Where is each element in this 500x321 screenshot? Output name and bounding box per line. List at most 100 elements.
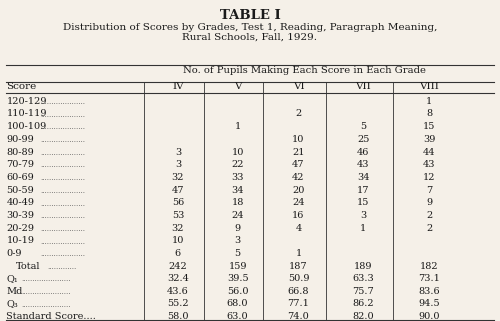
Text: 75.7: 75.7: [352, 287, 374, 296]
Text: 10: 10: [172, 237, 184, 246]
Text: 63.0: 63.0: [227, 312, 248, 321]
Text: 32: 32: [172, 173, 184, 182]
Text: 20: 20: [292, 186, 304, 195]
Text: No. of Pupils Making Each Score in Each Grade: No. of Pupils Making Each Score in Each …: [183, 66, 426, 75]
Text: 94.5: 94.5: [418, 299, 440, 308]
Text: 56.0: 56.0: [227, 287, 248, 296]
Text: 39.5: 39.5: [227, 274, 248, 283]
Text: 21: 21: [292, 148, 304, 157]
Text: 10: 10: [292, 135, 304, 144]
Text: 58.0: 58.0: [167, 312, 188, 321]
Text: 3: 3: [175, 160, 181, 169]
Text: 30-39: 30-39: [6, 211, 34, 220]
Text: 43: 43: [357, 160, 370, 169]
Text: 55.2: 55.2: [167, 299, 188, 308]
Text: ....................: ....................: [40, 123, 85, 131]
Text: 34: 34: [232, 186, 244, 195]
Text: 74.0: 74.0: [288, 312, 310, 321]
Text: 4: 4: [296, 224, 302, 233]
Text: 66.8: 66.8: [288, 287, 309, 296]
Text: 77.1: 77.1: [288, 299, 310, 308]
Text: 70-79: 70-79: [6, 160, 34, 169]
Text: ....................: ....................: [40, 98, 85, 106]
Text: 5: 5: [234, 249, 240, 258]
Text: V: V: [234, 82, 241, 91]
Text: 3: 3: [360, 211, 366, 220]
Text: Total: Total: [16, 262, 41, 271]
Text: 43: 43: [423, 160, 436, 169]
Text: 32.4: 32.4: [167, 274, 189, 283]
Text: 68.0: 68.0: [227, 299, 248, 308]
Text: 10: 10: [232, 148, 244, 157]
Text: ....................: ....................: [40, 111, 85, 119]
Text: 1: 1: [360, 224, 366, 233]
Text: Q₁: Q₁: [6, 274, 18, 283]
Text: 5: 5: [360, 122, 366, 131]
Text: ......................: ......................: [22, 275, 71, 283]
Text: IV: IV: [172, 82, 184, 91]
Text: 34: 34: [357, 173, 370, 182]
Text: 42: 42: [292, 173, 304, 182]
Text: 47: 47: [172, 186, 184, 195]
Text: 100-109: 100-109: [6, 122, 46, 131]
Text: 80-89: 80-89: [6, 148, 34, 157]
Text: 2: 2: [296, 109, 302, 118]
Text: 3: 3: [175, 148, 181, 157]
Text: Distribution of Scores by Grades, Test 1, Reading, Paragraph Meaning,: Distribution of Scores by Grades, Test 1…: [63, 22, 437, 31]
Text: 53: 53: [172, 211, 184, 220]
Text: ......................: ......................: [22, 288, 71, 296]
Text: 3: 3: [234, 237, 240, 246]
Text: Md: Md: [6, 287, 22, 296]
Text: 2: 2: [426, 211, 432, 220]
Text: 20-29: 20-29: [6, 224, 34, 233]
Text: 1: 1: [426, 97, 432, 106]
Text: 39: 39: [423, 135, 435, 144]
Text: ....................: ....................: [40, 250, 85, 258]
Text: 43.6: 43.6: [167, 287, 189, 296]
Text: 189: 189: [354, 262, 372, 271]
Text: ......................: ......................: [22, 300, 71, 308]
Text: 46: 46: [357, 148, 370, 157]
Text: 9: 9: [426, 198, 432, 207]
Text: ....................: ....................: [40, 136, 85, 144]
Text: 33: 33: [232, 173, 244, 182]
Text: .............: .............: [47, 263, 76, 271]
Text: 16: 16: [292, 211, 304, 220]
Text: 242: 242: [168, 262, 188, 271]
Text: 1: 1: [234, 122, 240, 131]
Text: 82.0: 82.0: [352, 312, 374, 321]
Text: 12: 12: [423, 173, 436, 182]
Text: 56: 56: [172, 198, 184, 207]
Text: 44: 44: [423, 148, 436, 157]
Text: 83.6: 83.6: [418, 287, 440, 296]
Text: 32: 32: [172, 224, 184, 233]
Text: 18: 18: [232, 198, 244, 207]
Text: Standard Score....: Standard Score....: [6, 312, 96, 321]
Text: TABLE I: TABLE I: [220, 9, 280, 22]
Text: ....................: ....................: [40, 225, 85, 233]
Text: 10-19: 10-19: [6, 237, 34, 246]
Text: 24: 24: [292, 198, 304, 207]
Text: ....................: ....................: [40, 174, 85, 182]
Text: 8: 8: [426, 109, 432, 118]
Text: ....................: ....................: [40, 200, 85, 208]
Text: 22: 22: [232, 160, 244, 169]
Text: 40-49: 40-49: [6, 198, 34, 207]
Text: 1: 1: [296, 249, 302, 258]
Text: 47: 47: [292, 160, 304, 169]
Text: 6: 6: [175, 249, 181, 258]
Text: 50.9: 50.9: [288, 274, 309, 283]
Text: Score: Score: [6, 82, 36, 91]
Text: 0-9: 0-9: [6, 249, 22, 258]
Text: VII: VII: [355, 82, 371, 91]
Text: 73.1: 73.1: [418, 274, 440, 283]
Text: 24: 24: [232, 211, 244, 220]
Text: 63.3: 63.3: [352, 274, 374, 283]
Text: ....................: ....................: [40, 187, 85, 195]
Text: 182: 182: [420, 262, 438, 271]
Text: 86.2: 86.2: [352, 299, 374, 308]
Text: 15: 15: [357, 198, 370, 207]
Text: VI: VI: [292, 82, 304, 91]
Text: 7: 7: [426, 186, 432, 195]
Text: 110-119: 110-119: [6, 109, 47, 118]
